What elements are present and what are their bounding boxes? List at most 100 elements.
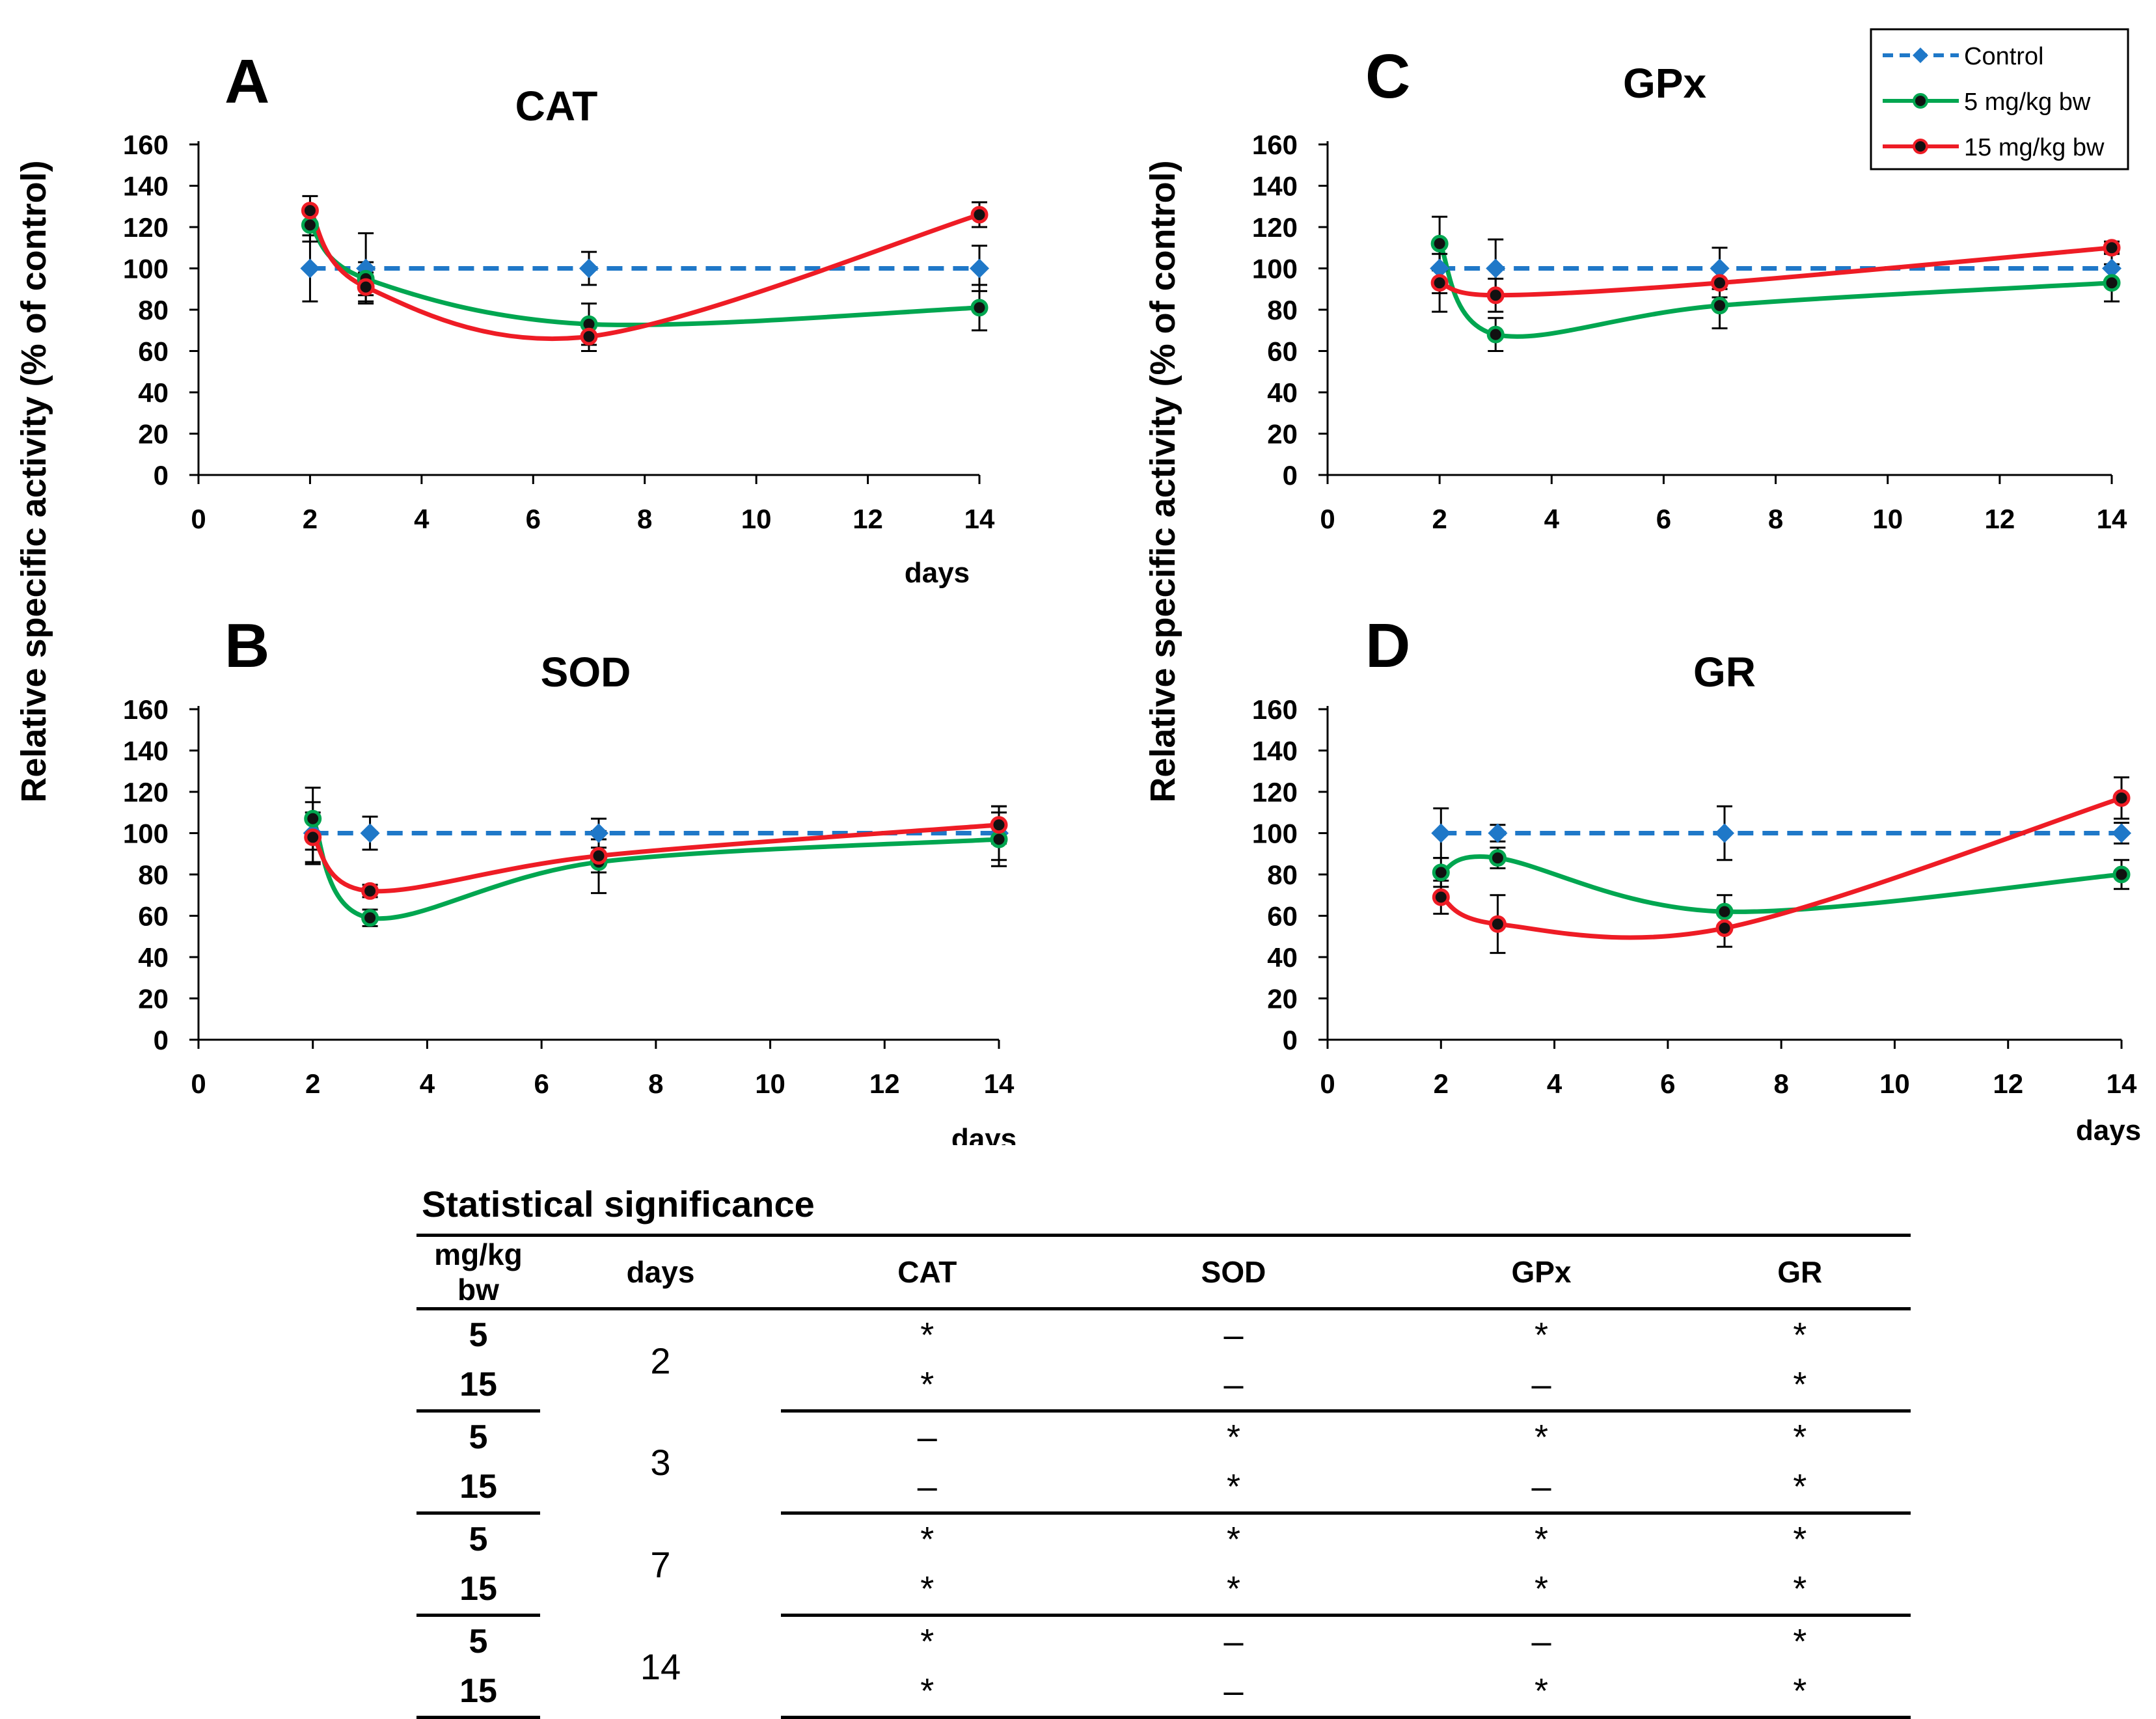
data-point-control (2102, 258, 2122, 278)
data-point-control (1715, 823, 1734, 843)
y-tick-label: 160 (1252, 694, 1298, 725)
table-title: Statistical significance (422, 1184, 815, 1225)
legend-label: 5 mg/kg bw (1964, 88, 2091, 116)
y-tick-label: 40 (1267, 377, 1298, 408)
data-point-control (970, 258, 989, 278)
significance-cell: * (1793, 1418, 1807, 1457)
y-axis-label: Relative specific activity (% of control… (1143, 160, 1182, 802)
data-point-5mg (970, 299, 989, 317)
table-row: 15 * – – * (416, 1360, 1911, 1413)
x-tick-label: 0 (1320, 504, 1335, 534)
significance-cell: * (1393, 1666, 1689, 1719)
data-point-15mg (1432, 888, 1450, 906)
panel-letter: C (1365, 42, 1410, 111)
legend-marker-15mg (1913, 139, 1928, 154)
x-tick-label: 8 (637, 504, 652, 534)
x-tick-label: 0 (191, 504, 206, 534)
data-point-15mg (361, 882, 379, 900)
y-tick-label: 160 (1252, 129, 1298, 160)
significance-cell: * (1689, 1564, 1911, 1617)
x-tick-label: 6 (526, 504, 541, 534)
data-point-control (300, 258, 320, 278)
data-point-15mg (2103, 239, 2121, 257)
y-tick-label: 100 (1252, 819, 1298, 849)
y-tick-label: 60 (1267, 901, 1298, 932)
header-gr: GR (1689, 1234, 1911, 1310)
data-point-5mg (1432, 863, 1450, 882)
data-point-15mg (2112, 789, 2131, 807)
x-tick-label: 14 (964, 504, 995, 534)
data-point-5mg (1488, 849, 1507, 867)
data-point-15mg (1430, 274, 1449, 292)
x-tick-label: 12 (853, 504, 883, 534)
x-tick-label: 4 (1547, 1068, 1562, 1099)
y-tick-label: 160 (123, 694, 169, 725)
data-point-15mg (580, 327, 598, 345)
y-tick-label: 80 (1267, 295, 1298, 325)
x-tick-label: 10 (1872, 504, 1903, 534)
y-tick-label: 20 (138, 419, 169, 450)
y-tick-label: 20 (1267, 419, 1298, 450)
y-tick-label: 0 (1283, 1025, 1298, 1055)
y-tick-label: 100 (1252, 254, 1298, 284)
significance-cell: * (1689, 1462, 1911, 1515)
series-line-5mg (1440, 854, 2122, 914)
significance-cell: – (1073, 1360, 1394, 1413)
data-point-control (1710, 258, 1730, 278)
significance-cell: * (1689, 1666, 1911, 1719)
x-tick-label: 0 (1320, 1068, 1335, 1099)
y-tick-label: 160 (123, 129, 169, 160)
data-point-15mg (304, 828, 322, 846)
data-point-5mg (301, 216, 319, 234)
data-point-control (360, 823, 380, 843)
x-tick-label: 8 (648, 1068, 663, 1099)
x-tick-label: 4 (414, 504, 430, 534)
significance-cell: * (1073, 1564, 1394, 1617)
significance-cell: * (1793, 1520, 1807, 1559)
legend-label: 15 mg/kg bw (1964, 134, 2105, 161)
y-tick-label: 80 (1267, 860, 1298, 890)
x-tick-label: 2 (305, 1068, 320, 1099)
chart-title: CAT (515, 83, 598, 129)
data-point-15mg (1486, 286, 1505, 305)
x-tick-label: 2 (303, 504, 318, 534)
data-point-5mg (1711, 297, 1728, 315)
significance-cell: * (920, 1520, 935, 1559)
dose-cell: 15 (416, 1564, 540, 1617)
significance-cell: * (1534, 1418, 1548, 1457)
x-tick-label: 12 (869, 1068, 900, 1099)
series-line-5mg (1438, 242, 2112, 339)
y-tick-label: 40 (138, 377, 169, 408)
days-cell: 3 (650, 1441, 671, 1483)
data-point-5mg (361, 909, 379, 927)
data-point-15mg (1488, 915, 1507, 933)
table-row: 5 7 * * * * (416, 1513, 1911, 1585)
significance-cell: – (1531, 1622, 1551, 1661)
significance-cell: * (1226, 1520, 1240, 1559)
data-point-control (2112, 823, 2131, 843)
dose-cell: 5 (469, 1521, 488, 1558)
data-point-control (1430, 258, 1450, 278)
data-point-control (1431, 823, 1451, 843)
data-point-control (589, 823, 608, 843)
table-row: 15– * – * (416, 1462, 1911, 1515)
data-point-15mg (301, 202, 319, 220)
y-tick-label: 80 (138, 860, 169, 890)
x-tick-label: 0 (191, 1068, 206, 1099)
table-row: 5 14 * – – * (416, 1616, 1911, 1687)
y-tick-label: 120 (123, 777, 169, 807)
data-point-control (1488, 823, 1508, 843)
significance-cell: * (781, 1360, 1074, 1413)
significance-cell: – (1073, 1666, 1394, 1719)
y-tick-label: 0 (1283, 460, 1298, 491)
chart-title: SOD (541, 649, 631, 696)
panel-letter: B (225, 611, 269, 681)
y-tick-label: 0 (154, 460, 169, 491)
dose-cell: 5 (469, 1316, 488, 1354)
significance-cell: * (781, 1666, 1074, 1719)
significance-cell: * (1534, 1316, 1548, 1355)
data-point-15mg (1711, 274, 1728, 292)
data-point-5mg (1430, 234, 1449, 252)
data-point-5mg (2112, 865, 2131, 884)
y-tick-label: 120 (1252, 212, 1298, 243)
